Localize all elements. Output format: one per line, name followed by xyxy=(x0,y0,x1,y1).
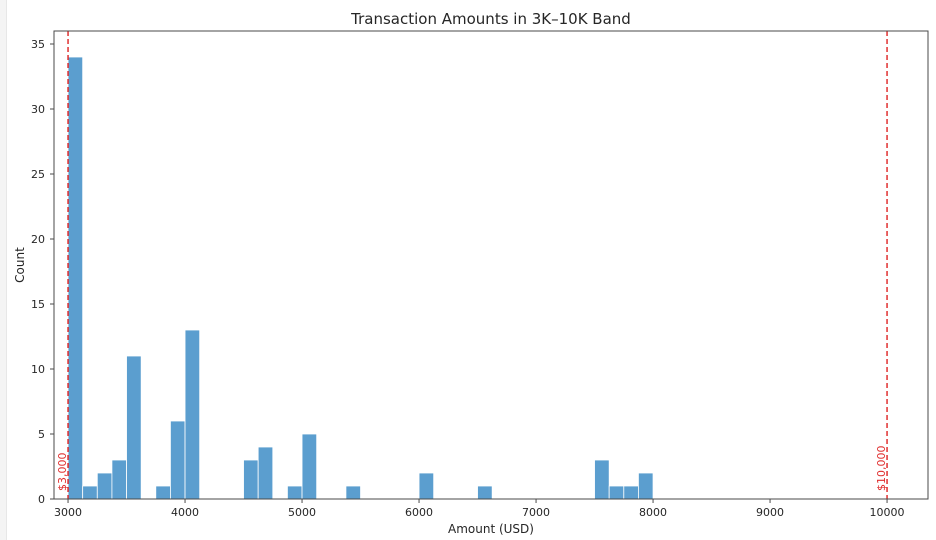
x-tick-label-4: 6000 xyxy=(405,506,433,519)
histogram-bar-14 xyxy=(418,472,435,500)
x-tick-label-8: 10000 xyxy=(870,506,905,519)
histogram-bar-19 xyxy=(638,472,654,500)
x-tick-label-5: 7000 xyxy=(522,506,550,519)
reference-line-label-1: $3,000 xyxy=(56,453,69,492)
histogram-bar-3 xyxy=(96,472,113,500)
x-tick-label-3: 5000 xyxy=(288,506,316,519)
y-tick-label-2: 5 xyxy=(38,428,45,441)
plot-area: $3,000 $10,000 xyxy=(53,30,929,500)
left-edge-strip xyxy=(0,0,7,540)
y-tick-label-6: 25 xyxy=(31,168,45,181)
histogram-bar-9 xyxy=(243,459,259,500)
reference-line-label-2: $10,000 xyxy=(875,446,888,492)
histogram-bar-7 xyxy=(170,420,186,500)
histogram-bar-12 xyxy=(301,433,318,500)
y-tick-label-5: 20 xyxy=(31,233,45,246)
histogram-bar-8 xyxy=(184,329,201,500)
histogram-bar-11 xyxy=(287,485,303,500)
histogram-bar-16 xyxy=(594,459,610,500)
x-tick-label-1: 3000 xyxy=(54,506,82,519)
histogram-bar-2 xyxy=(82,485,98,500)
x-tick-label-2: 4000 xyxy=(171,506,199,519)
histogram-bar-10 xyxy=(257,446,274,500)
y-tick-label-1: 0 xyxy=(38,493,45,506)
y-axis-label: Count xyxy=(13,247,27,283)
histogram-bar-5 xyxy=(126,355,142,500)
x-tick-label-6: 8000 xyxy=(639,506,667,519)
x-tick-label-7: 9000 xyxy=(756,506,784,519)
reference-lines-layer: $3,000 $10,000 xyxy=(56,31,888,499)
y-tick-label-4: 15 xyxy=(31,298,45,311)
histogram-bar-13 xyxy=(345,485,361,500)
histogram-bar-6 xyxy=(155,485,171,500)
plot-frame xyxy=(53,30,929,500)
histogram-bar-1 xyxy=(67,56,84,500)
y-tick-label-8: 35 xyxy=(31,38,45,51)
histogram-bar-15 xyxy=(477,485,493,500)
x-axis-label: Amount (USD) xyxy=(448,522,534,536)
histogram-bar-18 xyxy=(623,485,639,500)
y-tick-label-3: 10 xyxy=(31,363,45,376)
bars-layer xyxy=(67,56,654,500)
histogram-bar-17 xyxy=(608,485,625,500)
x-axis: 3000 4000 5000 6000 7000 8000 9000 10000 xyxy=(54,499,905,519)
y-axis: 0 5 10 15 20 25 30 35 xyxy=(31,38,54,506)
histogram-bar-4 xyxy=(111,459,127,500)
chart-title: Transaction Amounts in 3K–10K Band xyxy=(350,10,631,28)
y-tick-label-7: 30 xyxy=(31,103,45,116)
